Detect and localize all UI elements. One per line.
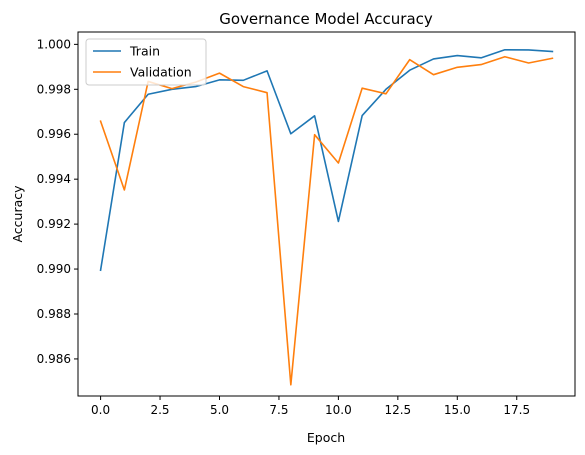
chart-title: Governance Model Accuracy: [219, 10, 433, 28]
y-tick-label: 0.998: [37, 82, 71, 96]
x-tick-label: 10.0: [325, 403, 352, 417]
y-tick-label: 0.986: [37, 352, 71, 366]
x-axis: 0.0 2.5 5.0 7.5 10.0 12.5 15.0 17.5: [91, 396, 530, 417]
legend: Train Validation: [85, 38, 207, 86]
y-tick-label: 0.996: [37, 127, 71, 141]
y-axis-label: Accuracy: [10, 185, 25, 243]
x-tick-label: 7.5: [269, 403, 288, 417]
y-tick-label: 0.990: [37, 262, 71, 276]
x-tick-label: 12.5: [384, 403, 411, 417]
x-tick-label: 2.5: [150, 403, 169, 417]
y-tick-label: 0.992: [37, 217, 71, 231]
x-tick-label: 17.5: [503, 403, 530, 417]
legend-label-train: Train: [129, 44, 160, 59]
x-tick-label: 15.0: [444, 403, 471, 417]
x-axis-label: Epoch: [307, 430, 345, 445]
x-tick-label: 5.0: [210, 403, 229, 417]
plot-frame: [77, 31, 576, 397]
y-tick-label: 0.988: [37, 307, 71, 321]
y-tick-label: 0.994: [37, 172, 71, 186]
y-axis: 0.986 0.988 0.990 0.992 0.994 0.996 0.998 1.000: [37, 37, 78, 366]
x-tick-label: 0.0: [91, 403, 110, 417]
legend-label-validation: Validation: [130, 65, 192, 80]
series-line-validation: [99, 55, 554, 386]
plot-area: [99, 48, 554, 386]
series-line-train: [99, 48, 554, 272]
y-tick-label: 1.000: [37, 37, 71, 51]
